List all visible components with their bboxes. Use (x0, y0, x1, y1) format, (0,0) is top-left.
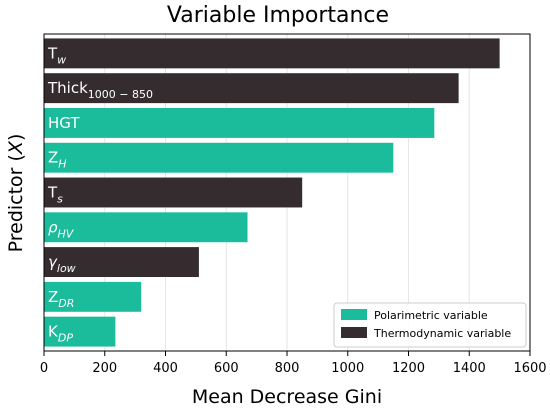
x-tick-label: 800 (275, 361, 300, 376)
legend: Polarimetric variable Thermodynamic vari… (333, 302, 527, 348)
x-tick-label: 1400 (453, 361, 486, 376)
x-tick-label: 600 (214, 361, 239, 376)
y-category-label: ZDR (48, 288, 74, 310)
x-tick-label: 1600 (513, 361, 546, 376)
bar (44, 316, 116, 347)
y-category-label: γlow (48, 253, 76, 275)
chart-title: Variable Importance (167, 3, 389, 28)
x-axis-label: Mean Decrease Gini (192, 386, 382, 408)
x-tick-label: 0 (40, 361, 48, 376)
x-tick-label: 200 (92, 361, 117, 376)
legend-label-polarimetric: Polarimetric variable (374, 309, 488, 322)
y-category-label: Ts (47, 184, 63, 206)
legend-label-thermodynamic: Thermodynamic variable (373, 327, 511, 340)
bar (44, 38, 500, 69)
bar (44, 212, 248, 243)
x-tick-label: 1000 (331, 361, 364, 376)
bar (44, 247, 199, 278)
y-category-label: Thick1000 − 850 (47, 79, 153, 101)
y-category-label: ZH (48, 149, 67, 171)
bar (44, 281, 142, 312)
legend-box (333, 302, 527, 348)
legend-swatch-polarimetric (341, 309, 367, 320)
x-tick-label: 400 (153, 361, 178, 376)
y-category-label: ρHV (48, 218, 75, 240)
x-axis-ticks: 0 200 400 600 800 1000 1200 1400 1600 (40, 351, 547, 376)
x-tick-label: 1200 (392, 361, 425, 376)
bar (44, 142, 394, 173)
y-category-label: Tw (47, 44, 66, 66)
bar (44, 177, 303, 208)
bar (44, 107, 435, 138)
bar (44, 73, 459, 104)
bars-group: Tw Thick1000 − 850 HGT ZH Ts ρHV γlow ZDR KDP (44, 38, 500, 347)
legend-swatch-thermodynamic (341, 327, 367, 338)
y-category-label: KDP (48, 323, 73, 345)
y-category-label: HGT (48, 114, 80, 132)
y-axis-label: Predictor (X) (5, 134, 27, 253)
